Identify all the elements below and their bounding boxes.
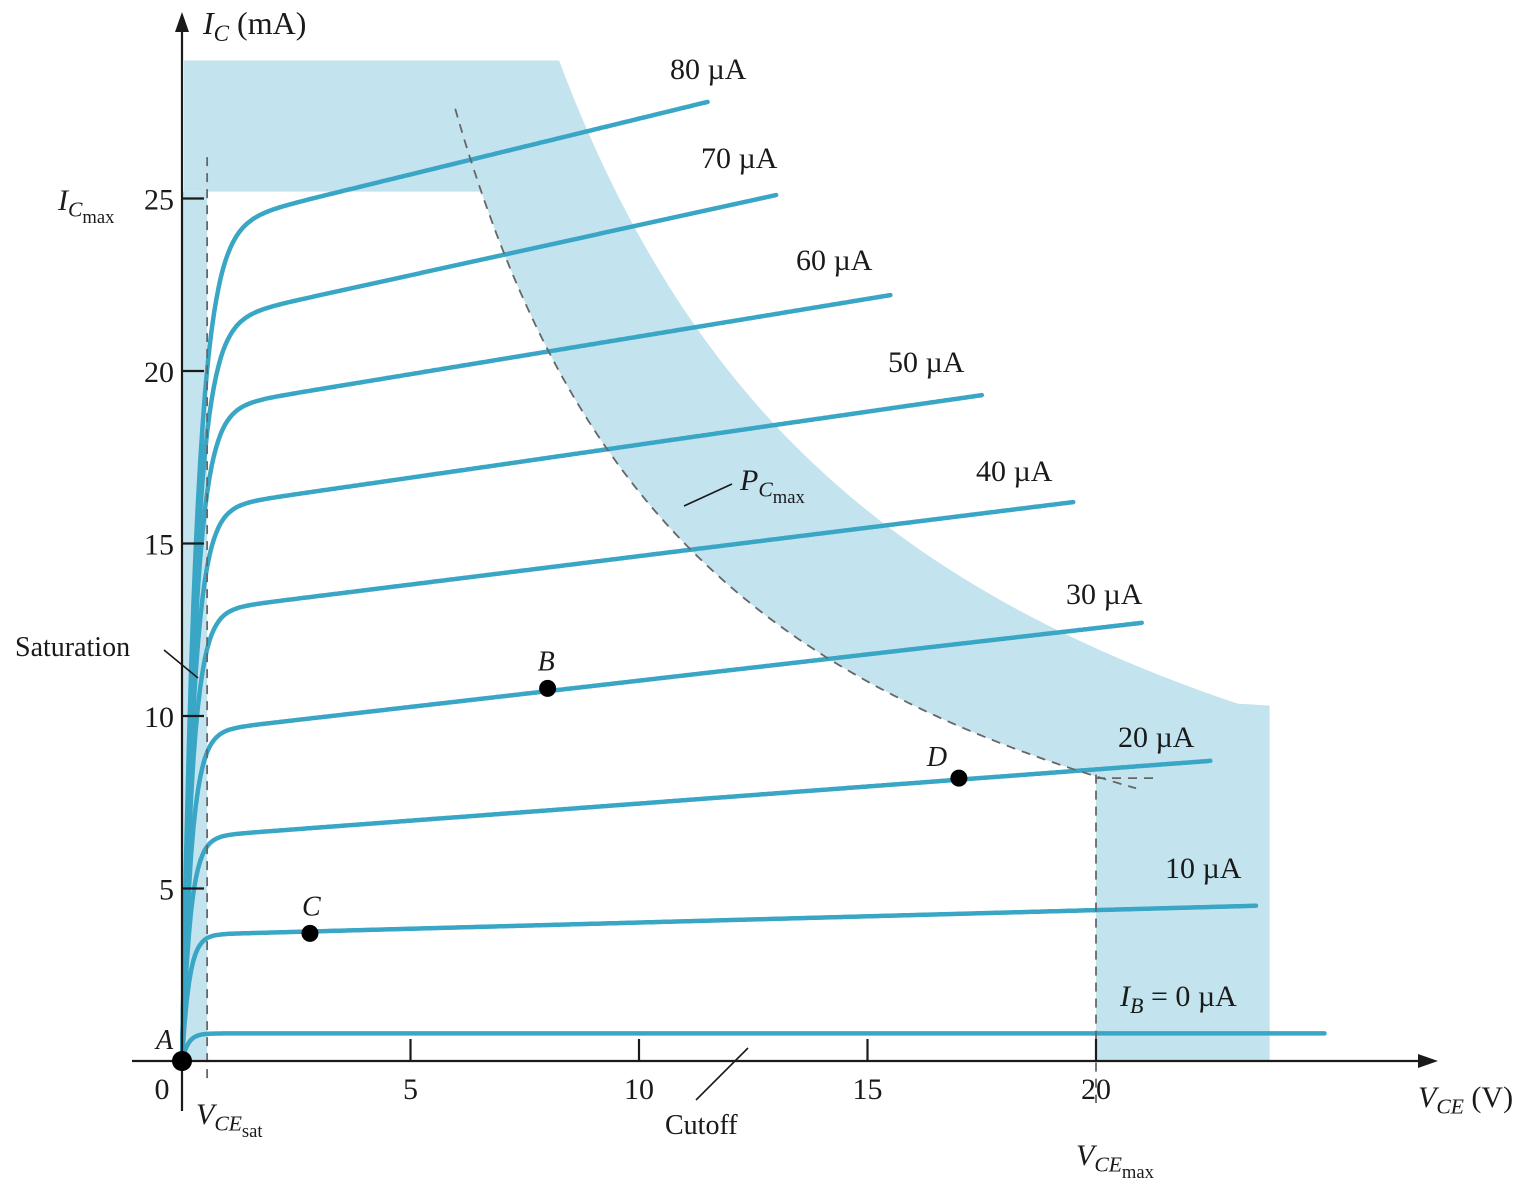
series-label-ib-20: 20 µA (1118, 721, 1195, 754)
safe-limit-region (184, 60, 1270, 1061)
series-label-ib-70: 70 µA (701, 142, 778, 175)
vce-max-label: VCEmax (1076, 1139, 1155, 1183)
curve-ib-50 (179, 392, 985, 1064)
series-label-ib-80: 80 µA (670, 53, 747, 86)
series-label-ib-0: IB = 0 µA (1119, 980, 1237, 1018)
point-b (539, 679, 557, 697)
curve-ib-30 (179, 620, 1144, 1064)
ic-max-label: ICmax (57, 184, 115, 228)
point-label-c: C (302, 891, 321, 922)
vce-sat-label: VCEsat (196, 1098, 263, 1142)
series-label-ib-40: 40 µA (976, 455, 1053, 488)
point-d (950, 769, 968, 787)
series-label-ib-10: 10 µA (1165, 852, 1242, 885)
x-tick-label-10: 10 (624, 1073, 654, 1106)
curve-ib-20 (179, 758, 1213, 1064)
saturation-leader (163, 649, 199, 679)
saturation-label: Saturation (15, 632, 130, 663)
series-label-ib-50: 50 µA (888, 346, 965, 379)
y-axis-label: IC (mA) (202, 5, 306, 46)
curve-ib-0 (179, 1031, 1327, 1064)
x-tick-label-5: 5 (403, 1073, 418, 1106)
limit-lines (206, 108, 1156, 1103)
point-a (172, 1051, 192, 1071)
cutoff-label: Cutoff (665, 1110, 738, 1141)
y-tick-label-5: 5 (159, 874, 174, 907)
y-tick-label-15: 15 (144, 529, 174, 562)
x-tick-label-20: 20 (1081, 1073, 1111, 1106)
point-label-a: A (154, 1025, 174, 1056)
curve-ib-80 (179, 99, 710, 1064)
point-label-d: D (926, 742, 947, 773)
x-tick-label-15: 15 (853, 1073, 883, 1106)
operating-points: A B C D (154, 646, 968, 1071)
x-axis-arrow (1418, 1054, 1438, 1068)
axes: 0 5 10 15 20 5 10 15 20 25 (132, 12, 1438, 1111)
series-label-ib-60: 60 µA (796, 244, 873, 277)
x-tick-label-0: 0 (155, 1073, 170, 1106)
y-axis-arrow (175, 12, 189, 32)
series-label-ib-30: 30 µA (1066, 578, 1143, 611)
x-axis-label: VCE (V) (1418, 1081, 1513, 1119)
y-tick-label-25: 25 (144, 184, 174, 217)
pc-max-label: PCmax (739, 464, 805, 508)
pc-max-leader (683, 483, 733, 507)
characteristic-curves (179, 99, 1327, 1064)
curve-ib-70 (179, 192, 779, 1064)
point-label-b: B (538, 646, 555, 677)
curve-ib-10 (179, 903, 1259, 1064)
text-labels: IC (mA) VCE (V) ICmax VCEsat VCEmax PCmax Satu… (15, 5, 1513, 1183)
curve-ib-60 (179, 292, 893, 1064)
pc-max-boundary (454, 108, 1137, 790)
y-tick-label-10: 10 (144, 701, 174, 734)
curve-ib-40 (179, 499, 1076, 1064)
y-tick-label-20: 20 (144, 356, 174, 389)
point-c (301, 924, 319, 942)
cutoff-leader (695, 1047, 749, 1101)
